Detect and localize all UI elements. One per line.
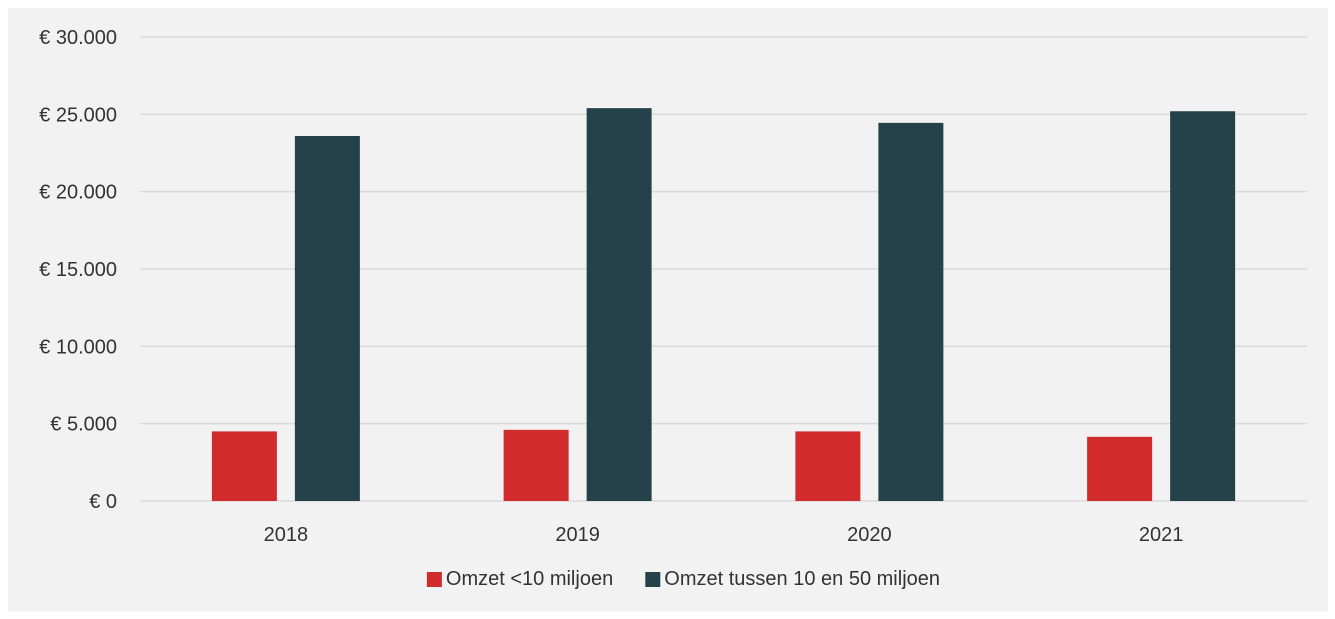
- x-tick-label: 2021: [1139, 524, 1184, 546]
- legend: Omzet <10 miljoen Omzet tussen 10 en 50 m…: [426, 568, 940, 590]
- y-tick-label: € 10.000: [39, 336, 117, 358]
- bar-omzet-10-50-2018: [294, 135, 360, 501]
- legend-swatch: [426, 572, 442, 587]
- y-axis-tick-labels: € 0 € 5.000 € 10.000 € 15.000 € 20.000 € 25.0…: [39, 27, 117, 513]
- x-tick-label: 2020: [847, 524, 892, 546]
- bar-omzet-lt10-2020: [795, 431, 861, 501]
- bars: [211, 108, 1236, 502]
- bar-omzet-lt10-2021: [1087, 436, 1153, 501]
- y-tick-label: € 15.000: [39, 259, 117, 281]
- legend-swatch: [645, 572, 661, 587]
- y-tick-label: € 0: [89, 491, 117, 513]
- bar-omzet-10-50-2020: [878, 122, 944, 501]
- bar-omzet-10-50-2019: [586, 108, 652, 501]
- bar-omzet-lt10-2018: [211, 431, 277, 501]
- chart-panel: [8, 8, 1328, 611]
- y-tick-label: € 30.000: [39, 27, 117, 49]
- legend-label: Omzet tussen 10 en 50 miljoen: [664, 568, 940, 590]
- y-tick-label: € 25.000: [39, 104, 117, 126]
- bar-omzet-lt10-2019: [503, 429, 569, 501]
- x-axis-tick-labels: 2018 2019 2020 2021: [264, 524, 1184, 546]
- x-tick-label: 2018: [264, 524, 309, 546]
- y-tick-label: € 5.000: [50, 414, 117, 436]
- y-tick-label: € 20.000: [39, 182, 117, 204]
- x-tick-label: 2019: [555, 524, 600, 546]
- legend-label: Omzet <10 miljoen: [446, 568, 613, 590]
- bar-omzet-10-50-2021: [1170, 111, 1236, 502]
